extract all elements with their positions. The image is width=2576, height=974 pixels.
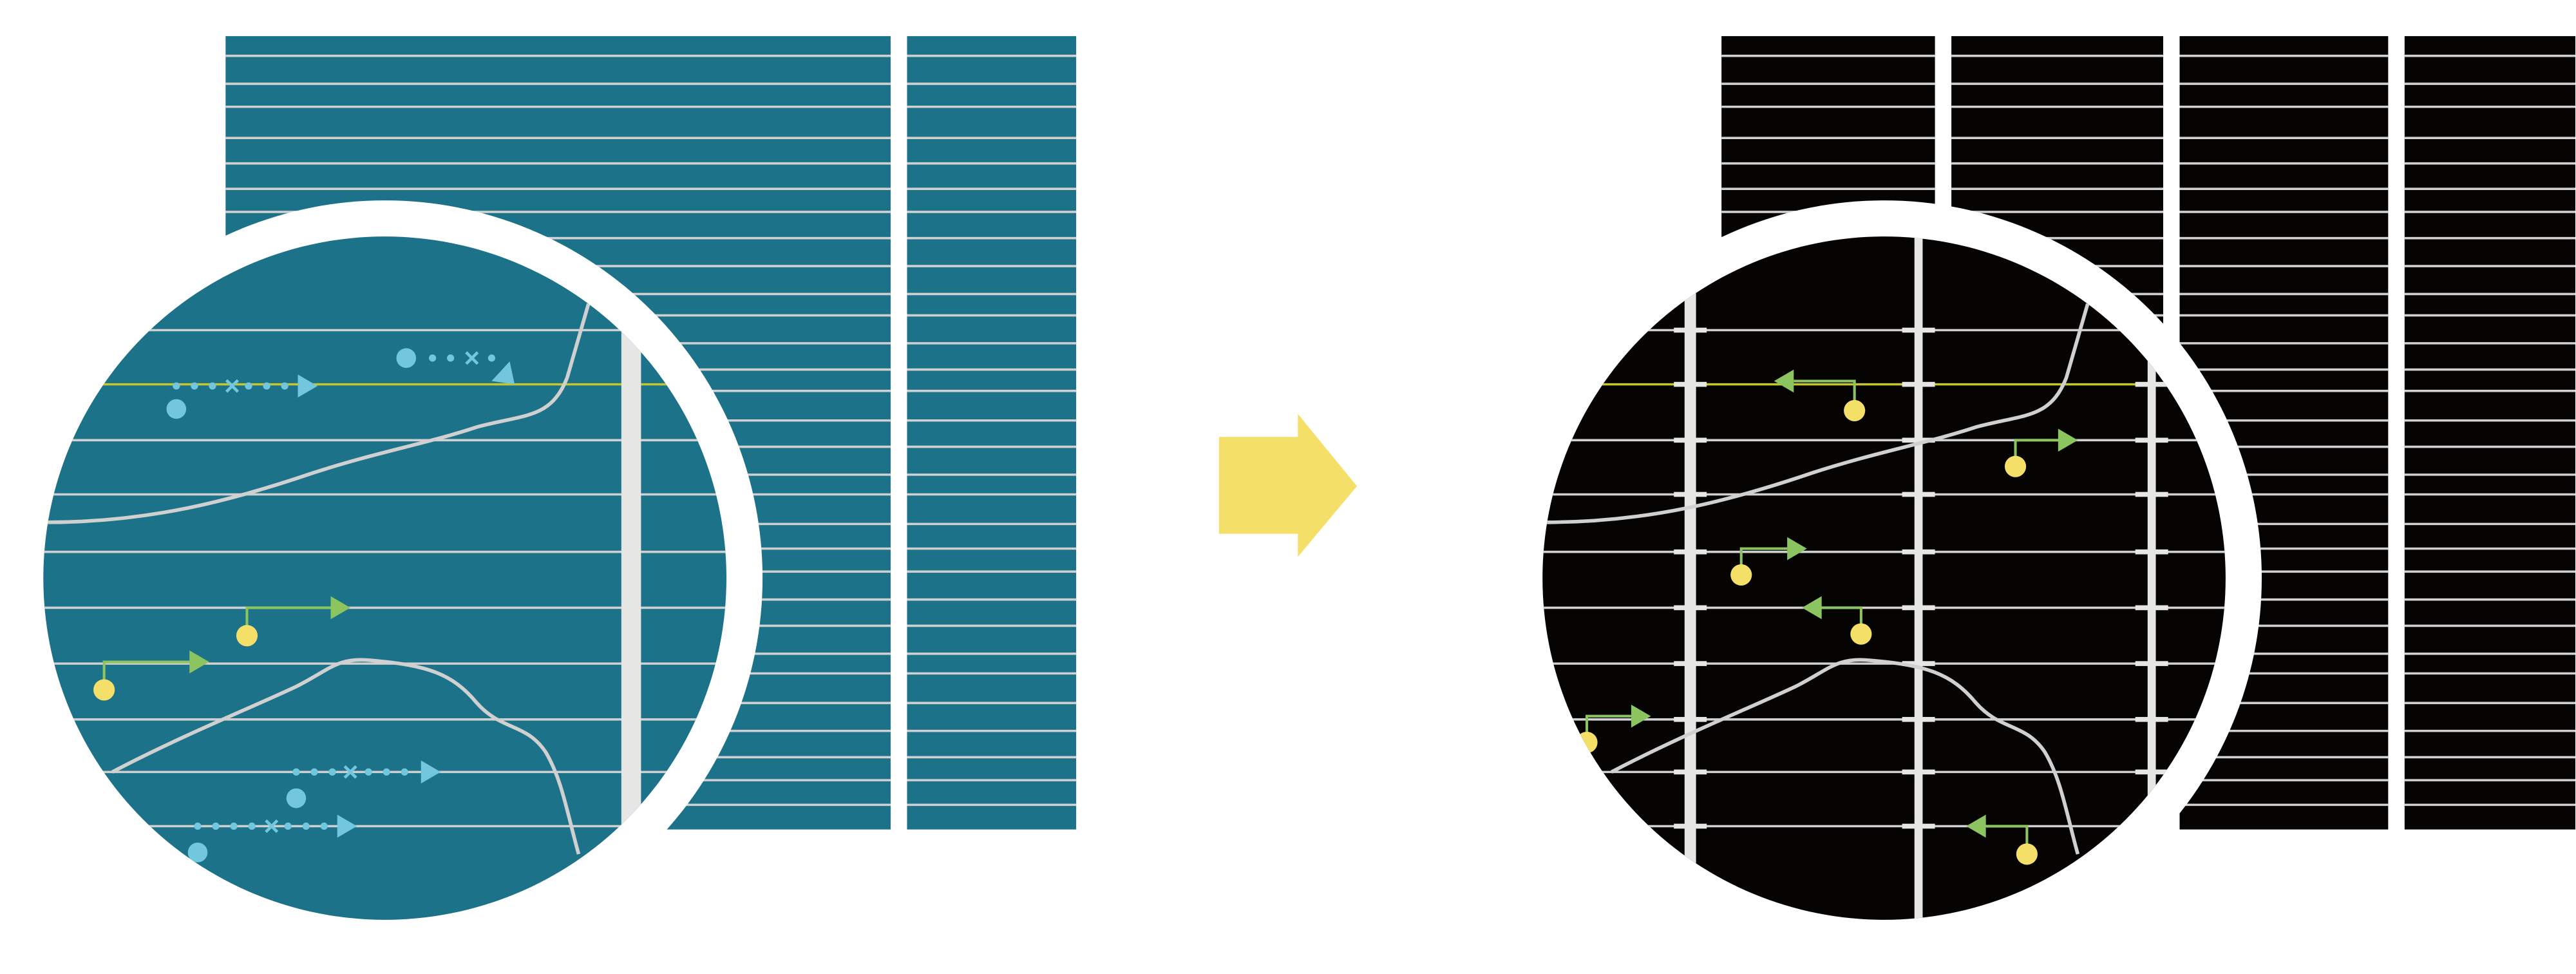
- bar-tick: [1902, 549, 1935, 555]
- agent-dot: [1850, 623, 1872, 645]
- trajectory-curve: [46, 303, 591, 524]
- bar-tick: [2135, 549, 2168, 555]
- movement-arrowhead-icon: [1774, 369, 1794, 393]
- movement-arrowhead-icon: [189, 650, 209, 674]
- lens-background: [43, 236, 726, 920]
- dot-trail: [320, 822, 328, 830]
- bar-tick: [2135, 492, 2168, 497]
- bar-tick: [1902, 769, 1935, 775]
- vertical-bar: [621, 303, 641, 920]
- dot-trail: [194, 822, 202, 830]
- dot-trail: [191, 382, 198, 390]
- agent-dot: [2004, 455, 2027, 477]
- bar-tick: [2135, 716, 2168, 722]
- dot-trail: [292, 768, 300, 776]
- dot-trail: [302, 822, 310, 830]
- dot-trail: [401, 768, 408, 776]
- bar-tick: [1902, 327, 1935, 333]
- lens-content: [1542, 236, 2226, 920]
- dot-trail: [281, 382, 289, 390]
- dot-trail: [212, 822, 220, 830]
- dot-trail: [284, 822, 292, 830]
- bar-tick: [1674, 823, 1707, 829]
- vertical-bar: [1684, 236, 1696, 920]
- bar-tick: [2135, 437, 2168, 443]
- origin-circle: [187, 843, 208, 863]
- cross-marker: [343, 765, 357, 779]
- movement-arrowhead-icon: [1802, 596, 1822, 620]
- dot-trail: [248, 822, 256, 830]
- dot-trail: [245, 382, 252, 390]
- bar-tick: [1902, 823, 1935, 829]
- arrowhead-icon: [298, 374, 318, 398]
- dot-trail: [447, 354, 455, 362]
- bar-tick: [1902, 437, 1935, 443]
- bar-tick: [2135, 661, 2168, 666]
- agent-dot: [1844, 399, 1866, 422]
- after-magnifier-lens: [1506, 200, 2262, 956]
- bar-tick: [1902, 605, 1935, 611]
- dot-trail: [209, 382, 216, 390]
- bar-tick: [1674, 327, 1707, 333]
- dot-trail: [230, 822, 238, 830]
- bar-tick: [1674, 769, 1707, 775]
- arrowhead-icon: [337, 814, 357, 838]
- before-magnifier-lens: [7, 200, 763, 956]
- origin-circle: [166, 399, 187, 419]
- bar-tick: [1902, 381, 1935, 387]
- bar-tick: [2135, 769, 2168, 775]
- grid-column: [907, 36, 1077, 830]
- vertical-bar: [2147, 236, 2156, 920]
- origin-circle: [286, 788, 307, 808]
- dot-trail: [310, 768, 318, 776]
- agent-dot: [236, 625, 258, 647]
- bar-tick: [2135, 381, 2168, 387]
- grid-column: [2404, 36, 2576, 830]
- bar-tick: [1674, 549, 1707, 555]
- cross-marker: [225, 379, 240, 393]
- bar-tick: [1674, 492, 1707, 497]
- dot-trail: [263, 382, 270, 390]
- bar-tick: [1674, 605, 1707, 611]
- dot-trail: [328, 768, 336, 776]
- arrowhead-icon: [491, 361, 515, 385]
- right-arrow-icon: [1218, 414, 1358, 557]
- dot-trail: [428, 354, 437, 362]
- bar-tick: [1902, 716, 1935, 722]
- origin-circle: [396, 348, 417, 368]
- dot-trail: [173, 382, 180, 390]
- bar-tick: [1674, 381, 1707, 387]
- bar-tick: [1902, 492, 1935, 497]
- dot-trail: [383, 768, 390, 776]
- cross-marker: [465, 351, 479, 365]
- agent-dot: [93, 679, 115, 701]
- dot-trail: [488, 354, 495, 362]
- bar-tick: [2135, 605, 2168, 611]
- agent-dot: [2016, 843, 2038, 865]
- movement-arrowhead-icon: [1787, 537, 1807, 560]
- bar-tick: [1674, 716, 1707, 722]
- bar-tick: [1674, 437, 1707, 443]
- trajectory-curve: [111, 658, 581, 855]
- lens-background: [1542, 236, 2226, 920]
- lens-content: [43, 236, 726, 920]
- movement-arrowhead-icon: [1966, 814, 1986, 838]
- agent-dot: [1730, 564, 1752, 586]
- arrowhead-icon: [421, 760, 441, 784]
- bar-tick: [1902, 661, 1935, 666]
- bar-tick: [1674, 661, 1707, 666]
- movement-arrowhead-icon: [330, 596, 351, 620]
- trajectory-curve: [1610, 658, 2080, 855]
- movement-arrowhead-icon: [2058, 428, 2078, 452]
- cross-marker: [265, 819, 279, 834]
- trajectory-curve: [1546, 303, 2090, 524]
- movement-arrowhead-icon: [1631, 704, 1651, 728]
- vertical-bar: [1914, 236, 1923, 920]
- dot-trail: [365, 768, 372, 776]
